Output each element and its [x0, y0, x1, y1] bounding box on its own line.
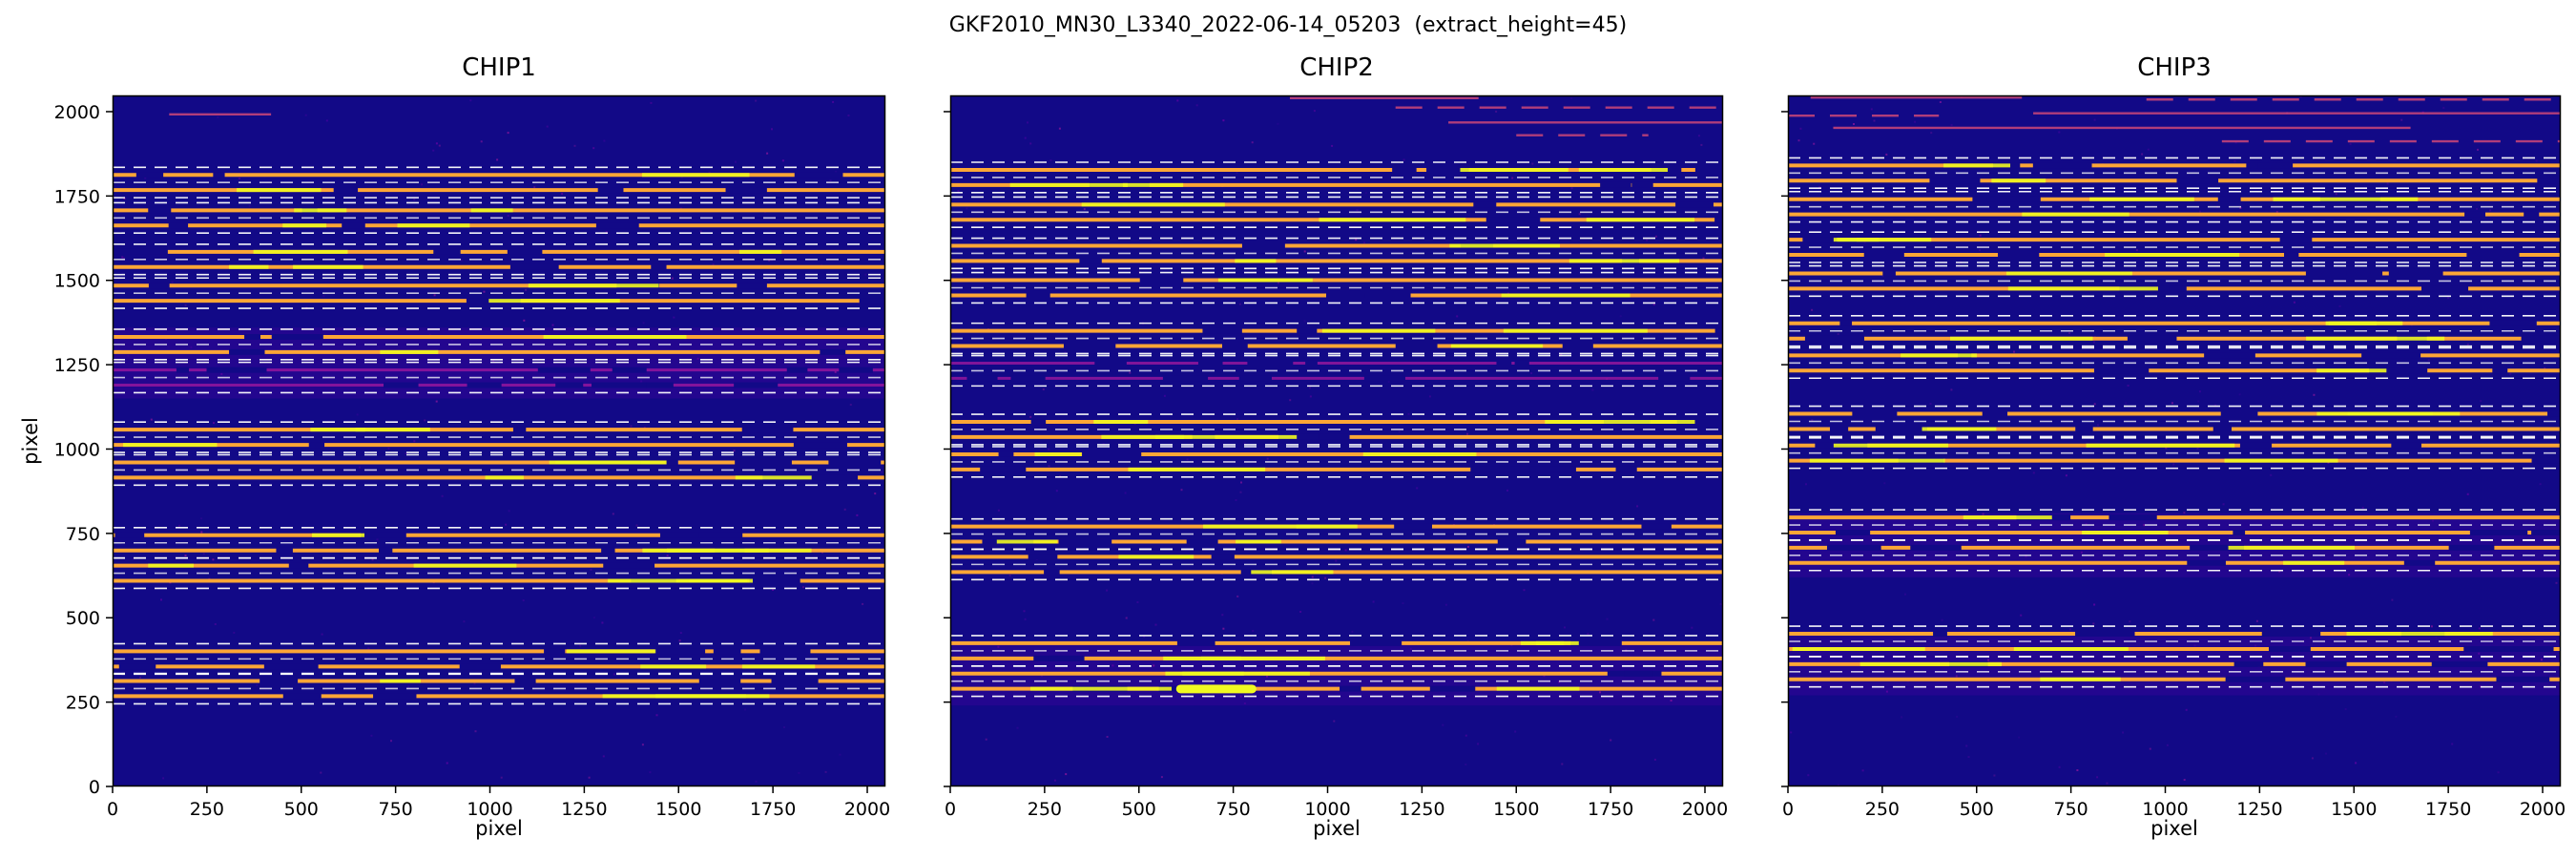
x-ticks: 0 250 500 750 1000 1250 1500 1750 2000: [1782, 786, 2566, 820]
x-tick-label: 1250: [2236, 799, 2282, 820]
y-tick-label: 1500: [54, 271, 100, 292]
x-tick-label: 500: [1960, 799, 1994, 820]
x-axis-label-chip2: pixel: [1313, 817, 1361, 840]
y-tick-label: 500: [66, 608, 100, 629]
x-tick-label: 500: [284, 799, 319, 820]
x-tick-label: 1500: [1493, 799, 1539, 820]
axes-spines: [112, 94, 886, 787]
chip1-plot-area: 0 250 500 750 1000 1250 1500 1750 2000 0 250 500 750…: [54, 94, 890, 820]
x-tick-label: 0: [107, 799, 118, 820]
detector-image-layer: [113, 95, 885, 786]
x-tick-label: 1750: [2425, 799, 2471, 820]
axes-spines: [949, 94, 1724, 787]
x-tick-label: 1000: [467, 799, 512, 820]
x-tick-label: 1250: [1399, 799, 1444, 820]
y-tick-label: 1250: [54, 355, 100, 376]
y-tick-label: 250: [66, 693, 100, 714]
chip3-plot-area: 0 250 500 750 1000 1250 1500 1750 2000: [1781, 94, 2566, 820]
x-tick-label: 1250: [561, 799, 607, 820]
x-tick-label: 1000: [2142, 799, 2188, 820]
haze-band: [1788, 513, 2561, 577]
x-tick-label: 750: [378, 799, 412, 820]
x-ticks: 0 250 500 750 1000 1250 1500 1750 2000: [107, 786, 890, 820]
y-ticks: 0 250 500 750 1000 1250 1500 1750 2000: [54, 102, 113, 798]
y-tick-label: 750: [66, 524, 100, 545]
x-tick-label: 250: [1028, 799, 1062, 820]
x-tick-label: 1750: [750, 799, 796, 820]
x-tick-label: 250: [1865, 799, 1900, 820]
panel-title-chip3: CHIP3: [2137, 53, 2212, 82]
x-tick-label: 2000: [844, 799, 890, 820]
x-tick-label: 1500: [655, 799, 701, 820]
x-tick-label: 1750: [1588, 799, 1633, 820]
x-tick-label: 1000: [1304, 799, 1350, 820]
x-tick-label: 0: [1782, 799, 1794, 820]
y-tick-label: 2000: [54, 102, 100, 123]
x-tick-label: 250: [190, 799, 224, 820]
panel-title-chip2: CHIP2: [1299, 53, 1374, 82]
y-tick-label: 1000: [54, 439, 100, 460]
x-tick-label: 750: [2053, 799, 2088, 820]
detector-image-layer: [950, 95, 1723, 786]
x-tick-label: 0: [945, 799, 956, 820]
y-tick-label: 1750: [54, 186, 100, 207]
panel-title-chip1: CHIP1: [462, 53, 536, 82]
axes-spines: [1787, 94, 2562, 787]
figure-title: GKF2010_MN30_L3340_2022-06-14_05203 (ext…: [948, 13, 1628, 37]
x-ticks: 0 250 500 750 1000 1250 1500 1750 2000: [945, 786, 1728, 820]
y-ticks: [1781, 111, 1788, 787]
x-tick-label: 2000: [1682, 799, 1728, 820]
y-tick-label: 0: [89, 777, 100, 798]
detector-image-layer: [1788, 95, 2561, 786]
x-tick-label: 750: [1215, 799, 1250, 820]
y-axis-label: pixel: [19, 417, 42, 465]
x-axis-label-chip1: pixel: [475, 817, 523, 840]
y-ticks: [944, 111, 950, 787]
x-axis-label-chip3: pixel: [2150, 817, 2198, 840]
x-tick-label: 2000: [2520, 799, 2566, 820]
x-tick-label: 500: [1122, 799, 1156, 820]
chip2-plot-area: 0 250 500 750 1000 1250 1500 1750 2000: [944, 94, 1728, 820]
x-tick-label: 1500: [2331, 799, 2377, 820]
